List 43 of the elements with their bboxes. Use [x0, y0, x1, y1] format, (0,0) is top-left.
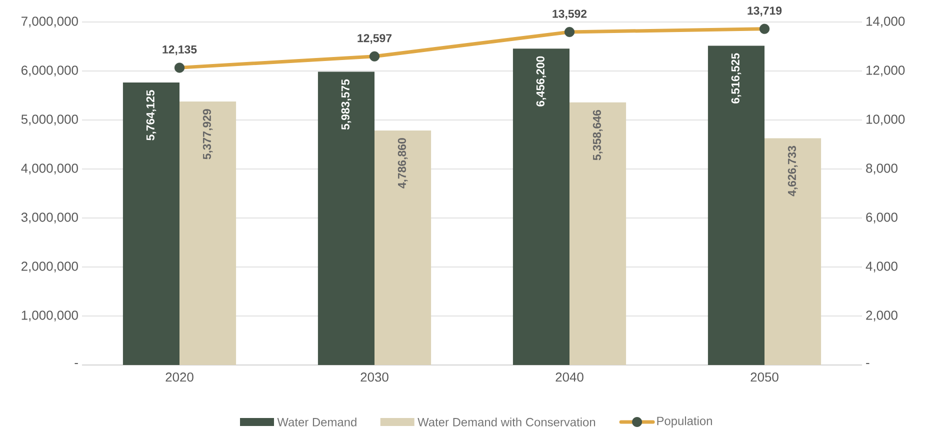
x-tick-label: 2020 — [166, 372, 194, 382]
y2-tick-label: 6,000 — [866, 212, 898, 224]
data-label: 5,764,125 — [146, 90, 156, 140]
data-label: 12,135 — [162, 45, 197, 56]
x-tick-label: 2030 — [360, 372, 388, 382]
y-tick-label: 2,000,000 — [22, 262, 78, 272]
bar — [764, 138, 822, 365]
bar — [180, 101, 236, 365]
y-tick-label: 7,000,000 — [22, 16, 78, 28]
data-label: 13,592 — [552, 10, 587, 20]
y2-tick-label: 8,000 — [866, 164, 898, 174]
y-tick-label: 4,000,000 — [21, 164, 78, 174]
data-label: 5,983,575 — [341, 79, 352, 130]
y-tick-label: 1,000,000 — [22, 310, 78, 322]
data-label: 6,516,525 — [731, 53, 742, 104]
y2-tick-label: 4,000 — [866, 262, 898, 272]
y2-tick-label: - — [866, 363, 870, 364]
data-label: 12,597 — [358, 34, 392, 44]
bar — [512, 48, 570, 365]
legend-label: Population — [657, 416, 712, 428]
y2-tick-label: 12,000 — [866, 66, 905, 76]
legend-label: Water Demand with Conservation — [418, 418, 596, 426]
y-tick-label: 3,000,000 — [21, 212, 78, 224]
data-label: 13,719 — [748, 6, 782, 16]
bar — [122, 82, 180, 365]
x-tick-label: 2050 — [750, 372, 778, 382]
x-tick-label: 2040 — [556, 372, 584, 382]
data-label: 5,358,646 — [592, 110, 603, 160]
y2-tick-label: 2,000 — [866, 310, 898, 322]
bar — [374, 130, 432, 365]
bar — [570, 102, 626, 365]
bar — [318, 72, 375, 365]
data-label: 5,377,929 — [202, 109, 213, 160]
y-tick-label: 5,000,000 — [21, 114, 78, 126]
y2-tick-label: 10,000 — [866, 114, 905, 126]
data-label: 4,626,733 — [788, 146, 798, 196]
data-label: 6,456,200 — [536, 56, 546, 106]
y-tick-label: - — [74, 363, 78, 364]
legend-label: Water Demand — [277, 418, 356, 426]
y-tick-label: 6,000,000 — [22, 66, 78, 76]
data-label: 4,786,860 — [398, 138, 408, 188]
bar — [708, 46, 765, 365]
y2-tick-label: 14,000 — [866, 16, 905, 28]
